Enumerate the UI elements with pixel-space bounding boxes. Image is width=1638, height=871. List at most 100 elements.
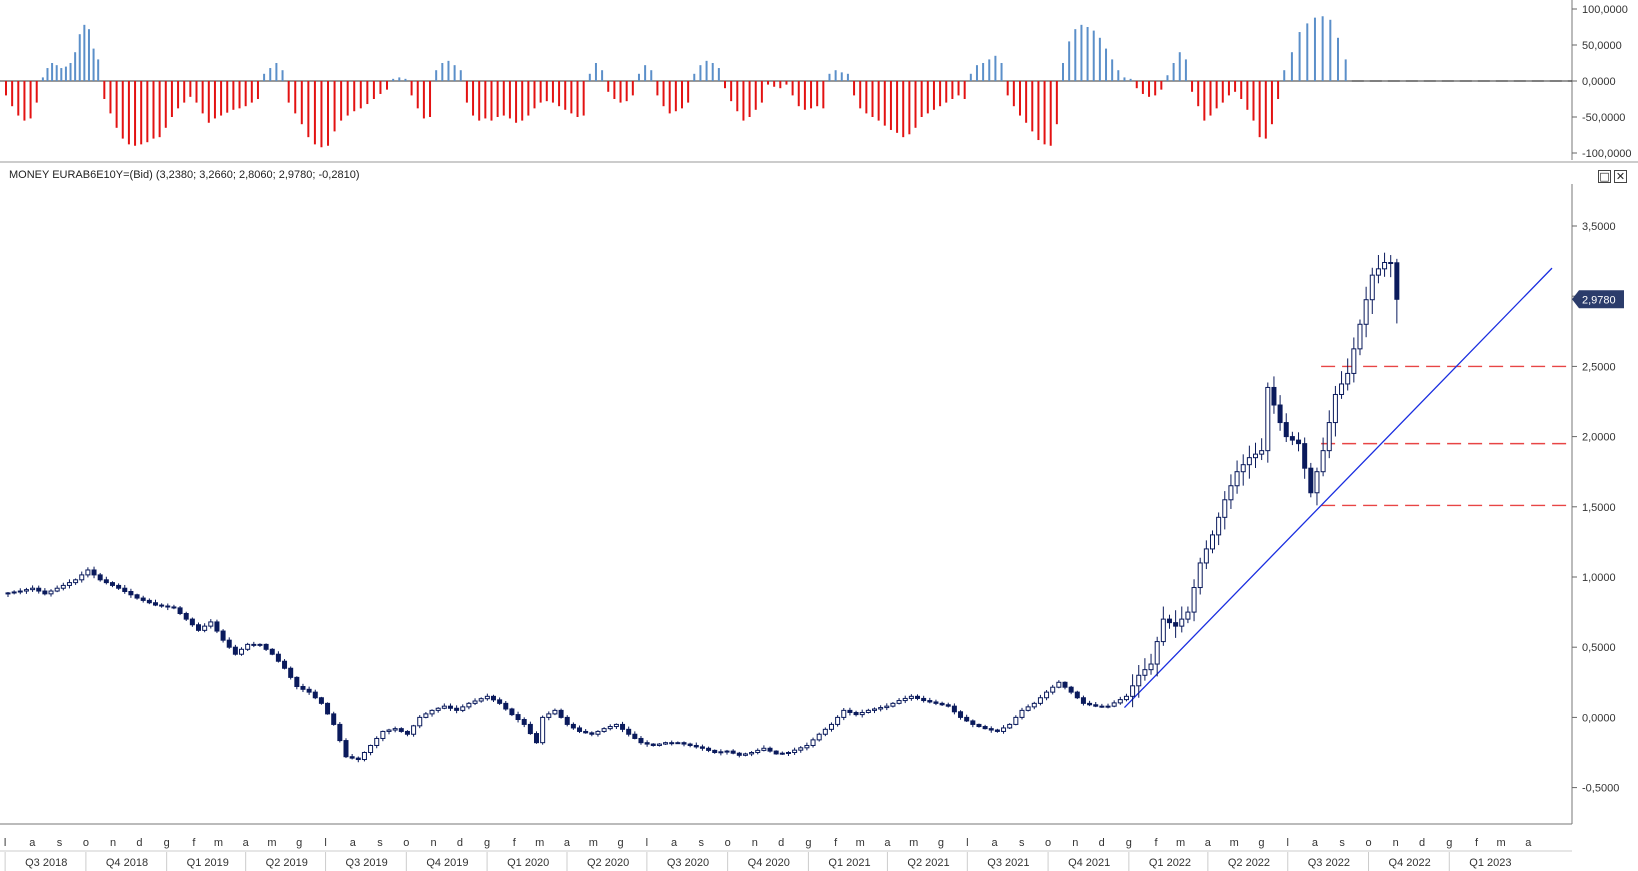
x-month-label: d [457,837,463,849]
candle-body [1197,562,1203,589]
candle-body [656,743,662,746]
candle-body [939,702,945,706]
x-quarter-label: Q2 2019 [266,857,308,869]
candle-body [1314,471,1320,494]
candle-body [835,716,841,725]
price-y-tick-label: 2,5000 [1582,361,1616,373]
candle-body [1044,691,1050,699]
x-quarter-label: Q2 2021 [907,857,949,869]
candle-body [441,705,447,709]
candle-body [564,716,570,725]
candle-body [988,728,994,731]
candle-body [730,750,736,754]
last-price-badge-group: 2,9780 [1572,290,1624,309]
candle-body [1148,663,1154,671]
candle-body [712,749,718,753]
x-month-label: a [350,837,357,849]
candle-body [1345,372,1351,385]
price-y-tick-label: 0,5000 [1582,642,1616,654]
candle-body [1277,404,1283,424]
price-y-tick-label: 3,5000 [1582,221,1616,233]
x-month-label: m [856,837,865,849]
candle-body [343,740,349,758]
last-price-badge [1572,290,1624,309]
close-icon[interactable]: ✕ [1614,170,1627,183]
candle-body [613,723,619,728]
price-y-tick-label: 1,5000 [1582,502,1616,514]
candle-body [300,686,306,690]
candle-body [484,695,490,700]
maximize-icon[interactable]: □ [1598,170,1611,183]
candle-body [1037,697,1043,704]
candle-body [140,597,146,601]
candle-body [42,590,48,595]
candle-body [460,706,466,711]
candle-body [423,713,429,718]
candle-body [202,625,208,631]
candle-body [1246,457,1252,466]
candle-body [1296,439,1302,445]
candle-body [97,574,103,581]
x-month-label: a [991,837,998,849]
candle-body [577,727,583,732]
candle-body [183,613,189,620]
trendline-layer[interactable] [1123,267,1553,709]
candle-body [669,742,675,745]
candle-body [226,639,232,648]
candle-body [232,646,238,655]
candle-body [466,702,472,708]
candle-body [1007,723,1013,729]
candle-body [1013,716,1019,725]
x-month-label: m [267,837,276,849]
x-month-label: d [136,837,142,849]
x-month-label: f [192,837,196,849]
candle-body [318,697,324,704]
candle-body [1056,681,1062,688]
candle-body [503,702,509,710]
candle-body [1388,262,1394,265]
x-quarter-label: Q1 2019 [187,857,229,869]
candle-body [589,732,595,735]
candle-body [871,708,877,711]
candle-body [1375,268,1381,276]
horizontal-levels[interactable] [1321,365,1570,507]
candle-body [331,713,337,725]
candle-body [1394,262,1400,300]
histogram-y-tick-label: 50,0000 [1582,40,1622,52]
x-quarter-label: Q3 2018 [25,857,67,869]
candle-body [896,700,902,704]
candle-body [23,589,29,592]
trendline[interactable] [1123,267,1553,709]
x-quarter-label: Q1 2020 [507,857,549,869]
candle-body [196,624,202,631]
candle-body [915,695,921,699]
x-quarter-label: Q1 2021 [828,857,870,869]
candle-body [1105,705,1111,708]
candle-body [1050,686,1056,693]
candle-body [257,643,263,646]
candle-body [583,730,589,734]
x-month-label: a [1205,837,1212,849]
candle-body [902,697,908,702]
candle-body [275,653,281,662]
candle-body [1369,274,1375,301]
histogram-y-tick-label: -50,0000 [1582,112,1625,124]
candle-body [447,705,453,709]
x-quarter-label: Q3 2021 [987,857,1029,869]
candle-body [91,569,97,576]
candle-body [742,753,748,756]
candle-body [490,695,496,701]
candle-body [890,702,896,707]
x-month-label: n [1393,837,1399,849]
candle-body [1351,348,1357,374]
candle-body [349,756,355,759]
candle-body [755,749,761,753]
x-quarter-label: Q4 2018 [106,857,148,869]
instrument-label: MONEY EURAB6E10Y=(Bid) (3,2380; 3,2660; … [9,169,360,181]
x-month-label: m [589,837,598,849]
candle-body [724,750,730,753]
x-month-label: f [1155,837,1159,849]
candle-body [17,590,23,593]
